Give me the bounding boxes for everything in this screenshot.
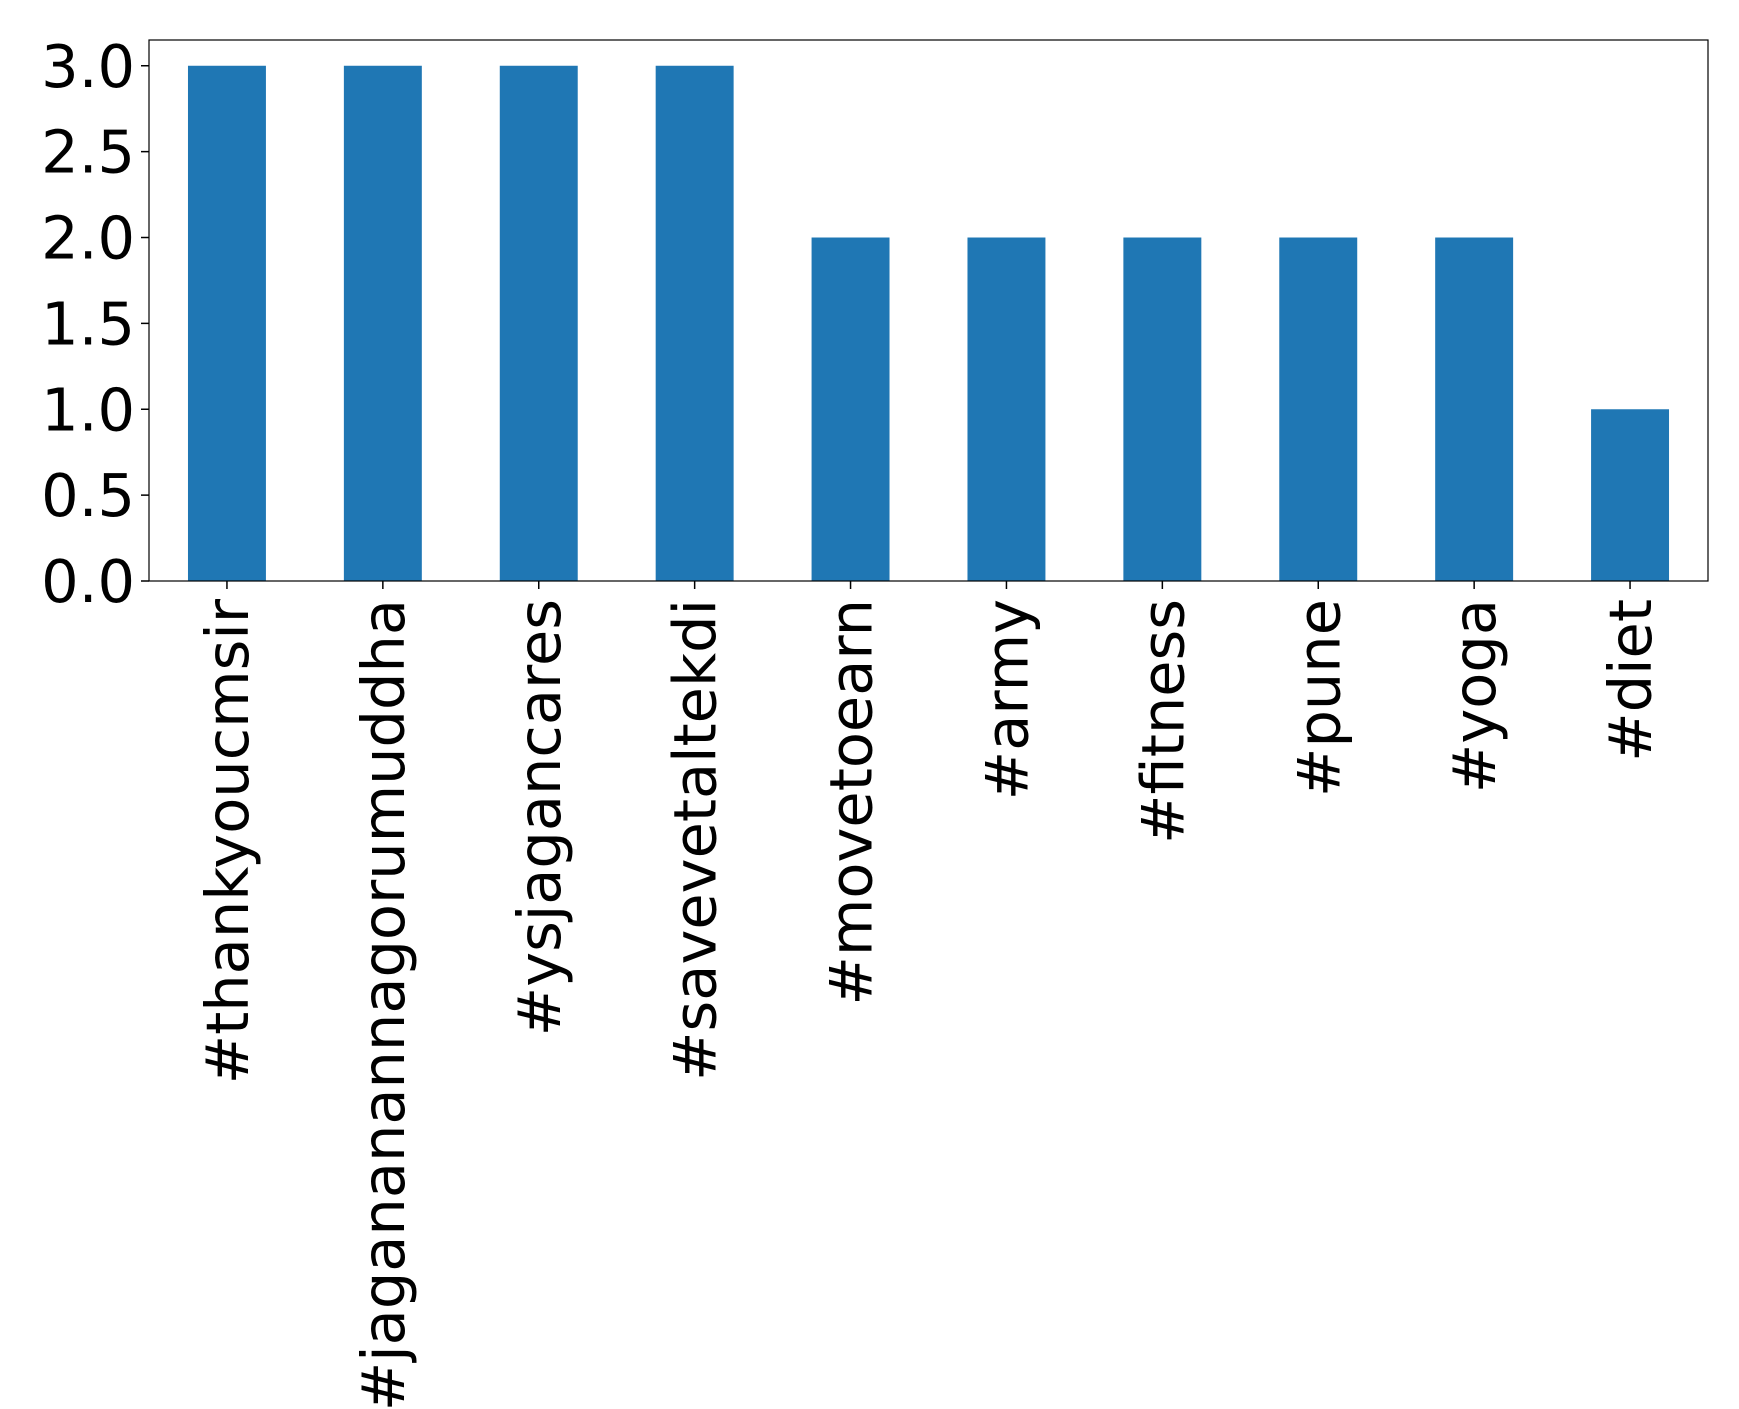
bar	[499, 65, 578, 581]
y-tick-label: 0.5	[41, 461, 135, 530]
x-tick-label: #ysjagancares	[505, 599, 574, 1036]
bar	[1591, 409, 1670, 581]
x-tick-label: #savevetaltekdi	[661, 599, 730, 1081]
bar	[1279, 237, 1358, 581]
x-tick-label: #movetoearn	[817, 599, 886, 1006]
bar	[343, 65, 422, 581]
plot-frame	[148, 39, 1709, 582]
x-tick-label: #thankyoucmsir	[193, 598, 262, 1084]
bar	[967, 237, 1046, 581]
y-tick-label: 1.0	[41, 375, 135, 444]
y-tick-label: 2.0	[41, 204, 135, 273]
x-tick-label: #jagananannagorumuddha	[349, 599, 418, 1409]
bar	[187, 65, 266, 581]
x-tick-label: #army	[972, 599, 1041, 800]
bar	[1123, 237, 1202, 581]
x-tick-label: #fitness	[1128, 599, 1197, 844]
x-tick-label: #pune	[1284, 599, 1353, 797]
y-tick-label: 2.5	[41, 118, 135, 187]
x-tick-label: #yoga	[1440, 599, 1509, 793]
bar	[1435, 237, 1514, 581]
y-tick-label: 0.0	[41, 547, 135, 616]
y-tick-label: 3.0	[41, 32, 135, 101]
bar	[811, 237, 890, 581]
bar	[655, 65, 734, 581]
x-tick-label: #diet	[1596, 599, 1665, 762]
y-tick-label: 1.5	[41, 289, 135, 358]
